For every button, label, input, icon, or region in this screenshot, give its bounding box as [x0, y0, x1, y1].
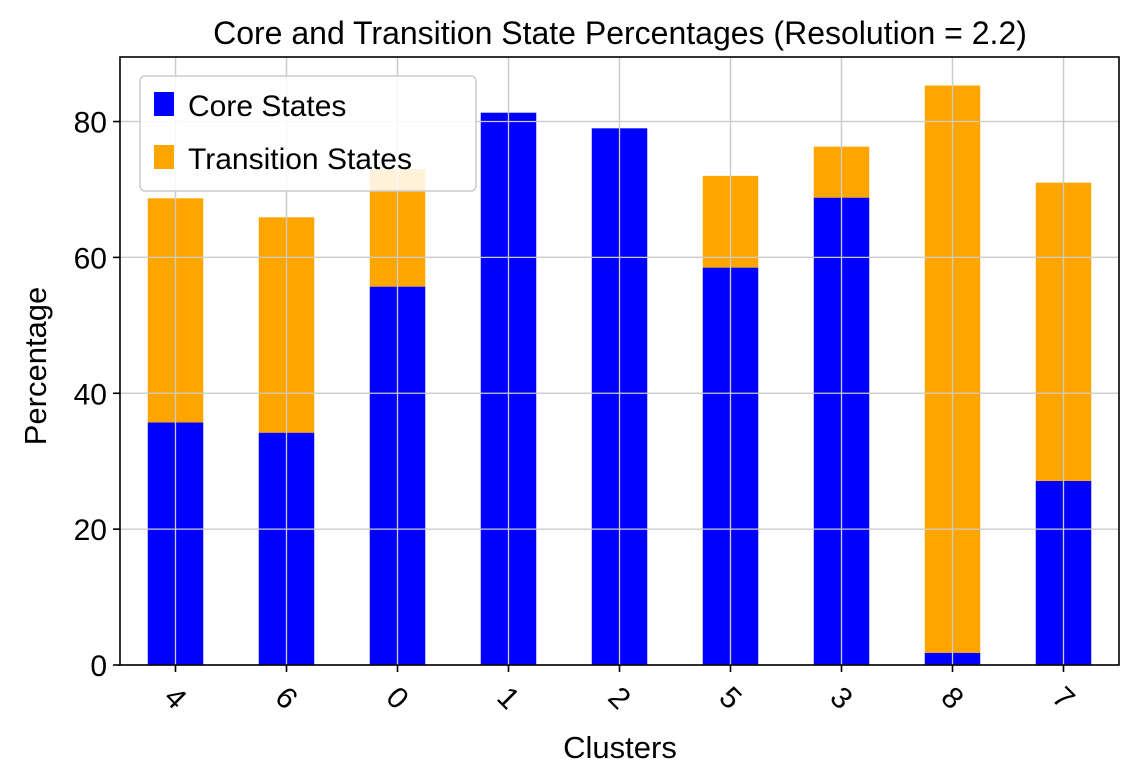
y-tick-label: 80	[74, 107, 107, 140]
x-tick-label: 4	[158, 681, 193, 716]
legend-label-core: Core States	[188, 90, 346, 123]
x-axis-label: Clusters	[563, 730, 677, 765]
y-axis-ticks: 0 20 40 60 80	[74, 107, 120, 683]
x-tick-label: 2	[602, 681, 637, 716]
y-tick-label: 20	[74, 514, 107, 547]
x-axis-ticks: 4 6 0 1 2 5 3 8 7	[158, 665, 1081, 716]
y-tick-label: 0	[90, 650, 107, 683]
legend-box	[139, 75, 477, 192]
y-tick-label: 60	[74, 242, 107, 275]
chart-title: Core and Transition State Percentages (R…	[213, 15, 1027, 51]
bars	[120, 57, 1119, 666]
legend-swatch-core	[154, 92, 174, 116]
x-tick-label: 3	[824, 681, 859, 716]
x-tick-label: 7	[1046, 681, 1081, 716]
x-tick-label: 8	[935, 681, 970, 716]
legend-swatch-transition	[154, 145, 174, 169]
x-tick-label: 1	[491, 681, 526, 716]
x-tick-label: 5	[713, 681, 748, 716]
y-tick-label: 40	[74, 378, 107, 411]
legend: Core States Transition States	[139, 75, 477, 192]
y-axis-label: Percentage	[18, 287, 53, 446]
legend-label-transition: Transition States	[188, 143, 412, 176]
x-tick-label: 0	[380, 681, 415, 716]
x-tick-label: 6	[269, 681, 304, 716]
